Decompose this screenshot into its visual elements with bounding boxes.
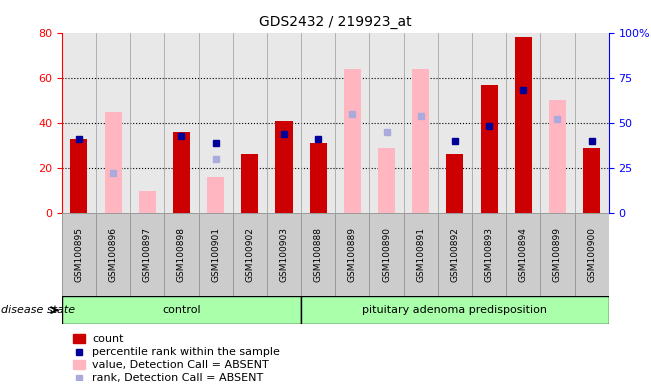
Text: rank, Detection Call = ABSENT: rank, Detection Call = ABSENT xyxy=(92,372,263,382)
Text: count: count xyxy=(92,334,124,344)
Bar xyxy=(447,154,464,213)
Bar xyxy=(164,213,199,296)
Bar xyxy=(540,213,575,296)
Bar xyxy=(370,213,404,296)
Bar xyxy=(275,121,292,213)
Bar xyxy=(344,69,361,213)
Text: GSM100894: GSM100894 xyxy=(519,227,528,282)
Text: GSM100898: GSM100898 xyxy=(177,227,186,282)
Text: GSM100902: GSM100902 xyxy=(245,227,255,282)
Bar xyxy=(199,213,233,296)
Bar xyxy=(242,154,258,213)
Text: GSM100892: GSM100892 xyxy=(450,227,460,282)
Bar xyxy=(207,177,224,213)
Bar xyxy=(335,213,370,296)
Bar xyxy=(472,213,506,296)
Bar xyxy=(310,143,327,213)
Bar xyxy=(73,360,85,369)
Text: GSM100900: GSM100900 xyxy=(587,227,596,282)
Bar xyxy=(549,100,566,213)
Bar xyxy=(173,132,190,213)
Bar xyxy=(130,213,164,296)
Bar xyxy=(575,213,609,296)
Bar xyxy=(62,296,301,324)
Text: GSM100899: GSM100899 xyxy=(553,227,562,282)
Text: percentile rank within the sample: percentile rank within the sample xyxy=(92,347,280,357)
Bar xyxy=(301,296,609,324)
Text: GSM100897: GSM100897 xyxy=(143,227,152,282)
Text: GSM100901: GSM100901 xyxy=(211,227,220,282)
Text: GSM100889: GSM100889 xyxy=(348,227,357,282)
Text: pituitary adenoma predisposition: pituitary adenoma predisposition xyxy=(363,305,547,315)
Bar xyxy=(412,69,429,213)
Bar xyxy=(105,112,122,213)
Bar xyxy=(73,334,85,343)
Text: GSM100895: GSM100895 xyxy=(74,227,83,282)
Text: GSM100903: GSM100903 xyxy=(279,227,288,282)
Bar xyxy=(480,84,497,213)
Text: GSM100888: GSM100888 xyxy=(314,227,323,282)
Text: GSM100890: GSM100890 xyxy=(382,227,391,282)
Bar xyxy=(62,213,96,296)
Bar xyxy=(404,213,437,296)
Bar xyxy=(139,190,156,213)
Text: control: control xyxy=(162,305,201,315)
Bar xyxy=(267,213,301,296)
Bar xyxy=(515,37,532,213)
Text: GDS2432 / 219923_at: GDS2432 / 219923_at xyxy=(259,15,411,29)
Bar xyxy=(437,213,472,296)
Bar xyxy=(301,213,335,296)
Text: GSM100893: GSM100893 xyxy=(484,227,493,282)
Bar xyxy=(96,213,130,296)
Bar xyxy=(506,213,540,296)
Bar xyxy=(70,139,87,213)
Text: value, Detection Call = ABSENT: value, Detection Call = ABSENT xyxy=(92,359,269,370)
Bar xyxy=(583,148,600,213)
Text: GSM100891: GSM100891 xyxy=(416,227,425,282)
Text: GSM100896: GSM100896 xyxy=(109,227,118,282)
Bar xyxy=(233,213,267,296)
Bar xyxy=(378,148,395,213)
Text: disease state: disease state xyxy=(1,305,76,315)
